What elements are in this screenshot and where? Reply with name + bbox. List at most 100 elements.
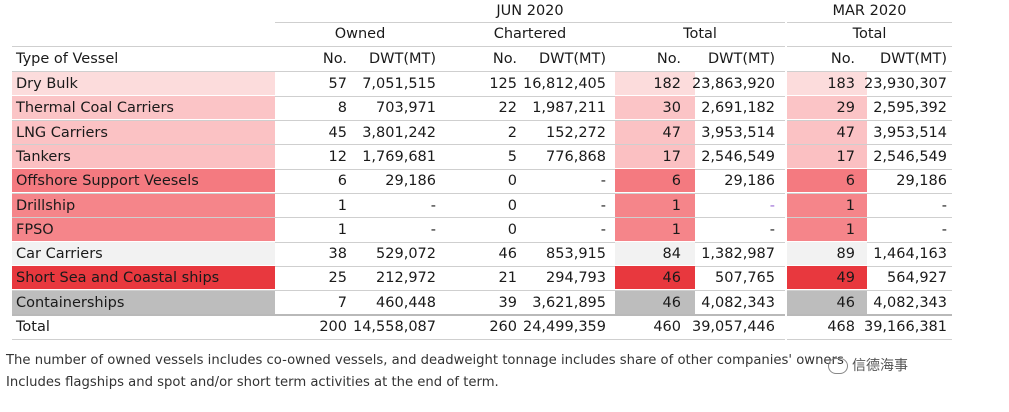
ch-no-cell: 5 (507, 148, 517, 165)
own-no-cell: 1 (337, 197, 347, 214)
col-header-no: No. (322, 51, 347, 67)
total-no-highlight (615, 290, 695, 314)
prev-no-cell: 183 (827, 76, 855, 92)
footnote-1: The number of owned vessels includes co-… (6, 353, 844, 368)
total-no-highlight (615, 217, 695, 241)
ch-no-cell: 0 (507, 173, 517, 190)
type-highlight (12, 193, 275, 217)
type-highlight (12, 266, 275, 290)
row-rule (12, 265, 785, 267)
own-dwt-cell: 29,186 (385, 173, 436, 190)
type-highlight (12, 96, 275, 120)
ch-dwt-cell: 1,987,211 (532, 100, 606, 117)
type-highlight (12, 169, 275, 193)
row-rule (12, 168, 785, 170)
own-no-cell: 200 (319, 319, 347, 335)
header-rule-prev (787, 22, 952, 23)
own-no-cell: 1 (337, 221, 347, 238)
tot-no-cell: 30 (662, 100, 681, 117)
col-header-type: Type of Vessel (16, 51, 119, 67)
table-row: Thermal Coal Carriers 8 703,971 22 1,987,211… (12, 96, 952, 120)
type-highlight (12, 242, 275, 266)
column-header-row: Type of Vessel No. DWT(MT) No. DWT(MT) No. DWT… (12, 47, 952, 71)
type-highlight (12, 290, 275, 314)
own-dwt-cell: 7,051,515 (362, 76, 436, 92)
ch-dwt-cell: 152,272 (546, 124, 606, 141)
prev-no-cell: 29 (836, 100, 855, 117)
row-rule-prev (787, 241, 952, 243)
total-no-highlight (787, 242, 867, 266)
subheader-rule-prev (787, 46, 952, 47)
vessel-type-cell: Tankers (16, 148, 71, 165)
tot-no-cell: 46 (662, 270, 681, 287)
wechat-icon (828, 358, 848, 374)
tot-dwt-cell: 4,082,343 (701, 294, 775, 311)
total-no-highlight (787, 169, 867, 193)
footnote-2: Includes flagships and spot and/or short… (6, 375, 499, 390)
own-no-cell: 45 (328, 124, 347, 141)
total-no-highlight (615, 144, 695, 168)
header-rule (275, 22, 785, 23)
row-rule (12, 193, 785, 194)
ch-dwt-cell: 16,812,405 (522, 76, 606, 92)
prev-no-cell: 468 (827, 319, 855, 335)
ch-no-cell: 22 (498, 100, 517, 117)
own-dwt-cell: 14,558,087 (352, 319, 436, 335)
group-owned-header: Owned (334, 26, 386, 42)
vessel-type-cell: Dry Bulk (16, 76, 78, 92)
row-rule (12, 241, 785, 243)
ch-no-cell: 46 (498, 246, 517, 263)
ch-no-cell: 0 (507, 197, 517, 214)
prev-dwt-cell: 29,186 (896, 173, 947, 190)
vessel-type-cell: Containerships (16, 294, 125, 311)
col-header-no: No. (492, 51, 517, 67)
ch-no-cell: 21 (498, 270, 517, 287)
prev-dwt-cell: - (941, 221, 947, 238)
table-row: Tankers 12 1,769,681 5 776,868 17 2,546,549 17 2… (12, 144, 952, 169)
row-rule (12, 144, 785, 146)
total-no-highlight (787, 72, 867, 95)
total-no-highlight (615, 242, 695, 266)
vessel-type-cell: FPSO (16, 221, 54, 238)
table-row: Drillship 1 - 0 - 1 - 1 - (12, 193, 952, 218)
ch-no-cell: 39 (498, 294, 517, 311)
footnotes: The number of owned vessels includes co-… (6, 350, 844, 394)
tot-no-cell: 182 (653, 76, 681, 92)
row-rule-prev (787, 338, 952, 340)
prev-dwt-cell: 4,082,343 (873, 294, 947, 311)
total-no-highlight (787, 96, 867, 120)
total-no-highlight (787, 266, 867, 290)
table-row: Dry Bulk 57 7,051,515 125 16,812,405 182 23,86… (12, 72, 952, 96)
watermark-text: 信德海事 (852, 358, 908, 374)
own-no-cell: 25 (328, 270, 347, 287)
ch-dwt-cell: 294,793 (546, 270, 606, 287)
prev-no-cell: 6 (845, 173, 855, 190)
prev-dwt-cell: 2,595,392 (873, 100, 947, 117)
tot-dwt-cell: - (769, 221, 775, 238)
prev-no-cell: 17 (836, 148, 855, 165)
prev-dwt-cell: 3,953,514 (873, 124, 947, 141)
prev-dwt-cell: 564,927 (887, 270, 947, 287)
row-rule (12, 217, 785, 219)
total-rule-prev (787, 314, 952, 316)
ch-no-cell: 125 (489, 76, 517, 92)
tot-dwt-cell: - (769, 197, 775, 214)
ch-dwt-cell: 776,868 (546, 148, 606, 165)
tot-no-cell: 46 (662, 294, 681, 311)
total-rule (12, 314, 785, 316)
ch-dwt-cell: 3,621,895 (532, 294, 606, 311)
total-no-highlight (787, 217, 867, 241)
tot-no-cell: 460 (653, 319, 681, 335)
col-header-dwt: DWT(MT) (368, 51, 436, 67)
tot-no-cell: 1 (671, 197, 681, 214)
table-row: Car Carriers 38 529,072 46 853,915 84 1,382,98… (12, 242, 952, 266)
type-highlight (12, 72, 275, 95)
type-highlight (12, 120, 275, 144)
table-row: Offshore Support Veesels 6 29,186 0 - 6 29,186… (12, 169, 952, 193)
tot-no-cell: 17 (662, 148, 681, 165)
own-dwt-cell: 212,972 (376, 270, 436, 287)
own-dwt-cell: 460,448 (376, 294, 436, 311)
ch-dwt-cell: 853,915 (546, 246, 606, 263)
row-rule (12, 338, 785, 340)
vessel-type-cell: Short Sea and Coastal ships (16, 270, 220, 287)
